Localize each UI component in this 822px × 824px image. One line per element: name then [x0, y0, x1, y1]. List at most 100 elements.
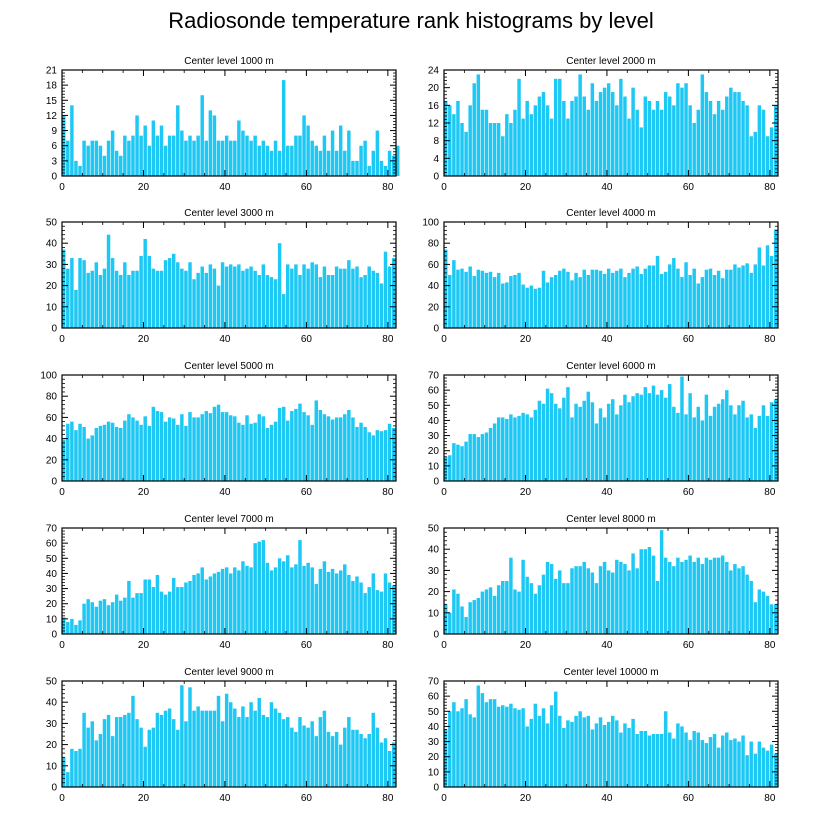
- histogram-bar: [375, 590, 380, 634]
- histogram-bar: [737, 568, 741, 634]
- histogram-bar: [114, 150, 119, 176]
- histogram-bar: [322, 135, 327, 176]
- histogram-bar: [680, 561, 684, 634]
- histogram-bar: [139, 727, 143, 787]
- histogram-bar: [488, 271, 493, 328]
- histogram-bar: [623, 394, 627, 481]
- histogram-bar: [619, 268, 623, 328]
- histogram-bar: [558, 408, 562, 481]
- histogram-bar: [484, 702, 489, 787]
- histogram-bar: [725, 732, 729, 787]
- histogram-bar: [606, 83, 611, 176]
- histogram-bar: [725, 561, 729, 634]
- y-tick-label: 20: [428, 446, 440, 457]
- histogram-bar: [749, 414, 753, 481]
- histogram-bar: [326, 275, 331, 328]
- histogram-bar: [663, 711, 668, 787]
- histogram-bar: [343, 414, 347, 481]
- histogram-bar: [712, 114, 717, 176]
- histogram-bar: [456, 593, 460, 634]
- histogram-bar: [606, 570, 611, 634]
- histogram-bar: [306, 562, 310, 634]
- histogram-bar: [261, 416, 266, 481]
- histogram-bar: [343, 564, 347, 634]
- histogram-bar: [216, 140, 221, 176]
- histogram-bar: [745, 263, 749, 328]
- histogram-bar: [639, 730, 643, 787]
- histogram-bar: [114, 426, 119, 481]
- histogram-bar: [273, 140, 278, 176]
- histogram-bar: [663, 92, 668, 176]
- histogram-bar: [672, 406, 676, 481]
- histogram-bar: [769, 604, 774, 634]
- x-tick-label: 20: [520, 640, 532, 651]
- x-tick-label: 20: [520, 487, 532, 498]
- histogram-bar: [680, 376, 684, 481]
- histogram-bar: [277, 712, 282, 787]
- histogram-bar: [241, 130, 245, 176]
- histogram-bar: [135, 593, 139, 634]
- histogram-bar: [298, 275, 302, 328]
- histogram-panel-2: Center level 2000 m 0 20 40 60 80 0 4 8 12 16 20 24: [428, 56, 779, 193]
- histogram-bar: [480, 591, 485, 634]
- histogram-bar: [692, 730, 696, 787]
- histogram-bar: [501, 136, 505, 176]
- histogram-bar: [484, 272, 489, 328]
- histogram-bar: [86, 145, 90, 176]
- histogram-bar: [553, 403, 558, 481]
- histogram-bar: [355, 160, 359, 176]
- histogram-bar: [314, 145, 318, 176]
- histogram-bar: [672, 566, 676, 634]
- histogram-bar: [200, 567, 204, 634]
- y-tick-label: 24: [428, 66, 440, 77]
- histogram-bar: [484, 432, 489, 481]
- histogram-bar: [729, 405, 733, 481]
- histogram-bar: [533, 105, 538, 176]
- histogram-bar: [472, 276, 476, 328]
- y-tick-label: 30: [428, 431, 440, 442]
- histogram-bar: [273, 708, 278, 787]
- histogram-bar: [245, 717, 249, 787]
- y-tick-label: 0: [433, 477, 439, 488]
- x-tick-label: 20: [138, 793, 150, 804]
- x-tick-label: 80: [382, 182, 394, 193]
- histogram-bar: [375, 272, 380, 328]
- histogram-bar: [521, 559, 525, 634]
- histogram-bar: [359, 145, 363, 176]
- histogram-bar: [729, 740, 733, 787]
- histogram-bar: [204, 411, 209, 481]
- histogram-bar: [631, 553, 635, 634]
- histogram-bar: [163, 421, 168, 481]
- histogram-bar: [265, 145, 270, 176]
- histogram-bar: [513, 417, 517, 481]
- histogram-bar: [212, 268, 217, 328]
- histogram-bar: [733, 738, 737, 787]
- histogram-bar: [180, 130, 184, 176]
- histogram-bar: [611, 399, 615, 481]
- histogram-bar: [651, 734, 656, 787]
- histogram-bar: [143, 579, 147, 634]
- histogram-bar: [298, 135, 302, 176]
- histogram-bar: [582, 561, 586, 634]
- histogram-bar: [480, 109, 485, 176]
- histogram-panel-1: Center level 1000 m 0 20 40 60 80 0 3 6 9 12 15 18 21: [46, 56, 400, 193]
- histogram-bar: [476, 597, 481, 634]
- histogram-bar: [627, 570, 631, 634]
- histogram-bar: [330, 130, 335, 176]
- x-tick-label: 60: [301, 487, 313, 498]
- histogram-bar: [200, 710, 204, 787]
- histogram-bar: [298, 540, 302, 634]
- histogram-bar: [338, 268, 343, 328]
- histogram-bar: [468, 714, 472, 787]
- histogram-bar: [574, 715, 578, 787]
- histogram-bar: [672, 738, 676, 787]
- y-tick-label: 0: [51, 324, 57, 335]
- histogram-bar: [351, 729, 355, 787]
- histogram-bar: [761, 591, 766, 634]
- histogram-bar: [249, 423, 253, 481]
- histogram-bar: [501, 705, 505, 787]
- histogram-bar: [208, 413, 213, 481]
- histogram-bar: [545, 105, 550, 176]
- histogram-bar: [176, 262, 180, 328]
- y-tick-label: 40: [46, 569, 58, 580]
